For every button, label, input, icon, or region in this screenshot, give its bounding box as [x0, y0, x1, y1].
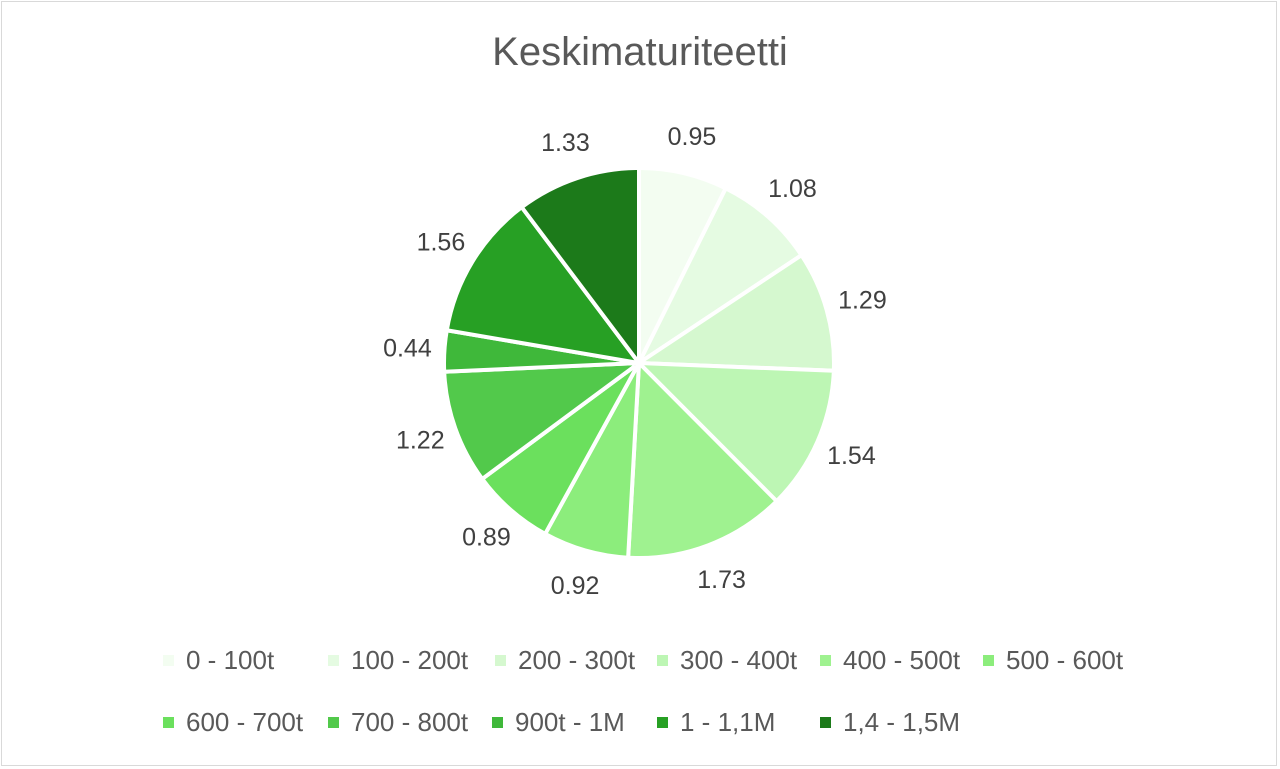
legend-swatch-11 — [820, 717, 831, 728]
legend-swatch-8 — [328, 717, 339, 728]
legend-swatch-9 — [492, 717, 503, 728]
legend-swatch-4 — [657, 655, 668, 666]
legend-swatch-5 — [820, 655, 831, 666]
data-label-4: 1.54 — [827, 442, 876, 470]
data-label-8: 1.22 — [396, 427, 445, 455]
legend-label-3: 200 - 300t — [518, 645, 636, 675]
legend-label-11: 1,4 - 1,5M — [843, 707, 961, 737]
legend-label-9: 900t - 1M — [515, 707, 625, 737]
legend-label-2: 100 - 200t — [351, 645, 469, 675]
legend-swatch-10 — [657, 717, 668, 728]
pie-slice-8 — [442, 361, 641, 481]
legend-swatch-3 — [495, 655, 506, 666]
legend-label-5: 400 - 500t — [843, 645, 961, 675]
pie-slice-11 — [519, 166, 641, 365]
data-label-7: 0.89 — [462, 524, 511, 552]
pie-slice-5 — [626, 361, 779, 561]
data-label-5: 1.73 — [697, 566, 746, 594]
pie-slice-10 — [444, 205, 641, 365]
pie-slice-4 — [637, 361, 836, 504]
chart-title: Keskimaturiteetti — [492, 30, 788, 74]
data-label-11: 1.33 — [541, 129, 590, 157]
legend-swatch-2 — [328, 655, 339, 666]
data-label-9: 0.44 — [383, 335, 432, 363]
legend-label-7: 600 - 700t — [186, 707, 304, 737]
pie-data-labels: 0.95 1.08 1.29 1.54 1.73 0.92 0.89 1.22 0.44 1.56… — [383, 123, 887, 600]
legend-label-10: 1 - 1,1M — [680, 707, 776, 737]
pie-slice-3 — [637, 253, 836, 373]
data-label-6: 0.92 — [551, 572, 600, 600]
legend-label-8: 700 - 800t — [351, 707, 469, 737]
data-label-3: 1.29 — [838, 287, 887, 315]
data-label-1: 0.95 — [668, 123, 717, 151]
pie-slices — [442, 166, 836, 561]
legend-swatch-6 — [983, 655, 994, 666]
legend-label-4: 300 - 400t — [680, 645, 798, 675]
data-label-2: 1.08 — [768, 175, 817, 203]
data-label-10: 1.56 — [417, 228, 466, 256]
legend-swatch-7 — [163, 717, 174, 728]
legend-swatch-1 — [163, 655, 174, 666]
legend-label-6: 500 - 600t — [1006, 645, 1124, 675]
legend-label-1: 0 - 100t — [186, 645, 275, 675]
